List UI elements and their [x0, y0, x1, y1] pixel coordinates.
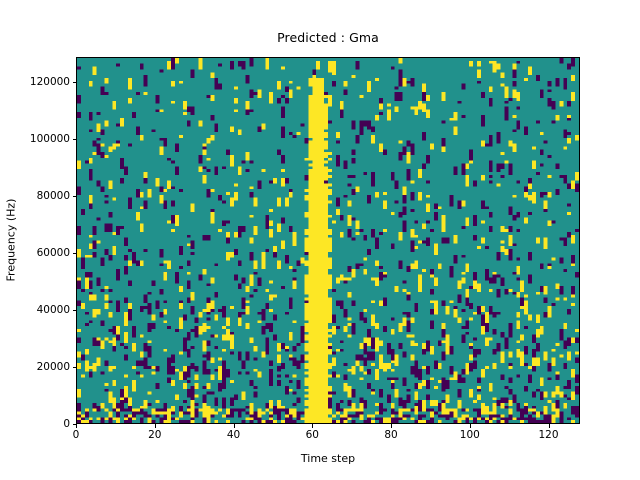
x-tick-label: 100 [459, 429, 480, 441]
x-tick-label: 120 [538, 429, 559, 441]
x-axis-label: Time step [300, 452, 356, 465]
y-tick-mark [72, 310, 76, 311]
x-tick-label: 0 [72, 429, 80, 441]
y-tick-mark [72, 139, 76, 141]
y-axis-label: Frequency (Hz) [4, 198, 18, 282]
heatmap-plot-area [76, 57, 580, 424]
x-tick-mark [76, 424, 77, 428]
x-tick-mark [469, 424, 471, 428]
y-tick-mark [72, 82, 76, 84]
x-tick-mark [548, 424, 550, 428]
y-tick-label: 120000 [29, 75, 70, 88]
y-tick-label: 0 [63, 417, 70, 430]
x-tick-label: 60 [305, 429, 319, 441]
spectrogram-heatmap [77, 58, 579, 423]
y-tick-label: 40000 [36, 303, 70, 316]
y-tick-mark [72, 424, 76, 425]
x-tick-mark [391, 424, 392, 428]
y-tick-mark [72, 253, 76, 254]
y-tick-mark [72, 367, 76, 368]
x-tick-label: 80 [384, 429, 398, 441]
y-tick-label: 60000 [36, 246, 70, 259]
x-tick-label: 20 [148, 429, 162, 441]
x-tick-mark [233, 424, 235, 428]
y-tick-label: 100000 [29, 132, 70, 145]
x-tick-mark [154, 424, 156, 428]
chart-title: Predicted : Gma [277, 30, 379, 45]
x-tick-mark [312, 424, 314, 428]
x-tick-label: 40 [226, 429, 241, 441]
y-tick-mark [72, 196, 76, 197]
y-tick-label: 20000 [36, 360, 70, 373]
y-tick-label: 80000 [36, 189, 70, 202]
